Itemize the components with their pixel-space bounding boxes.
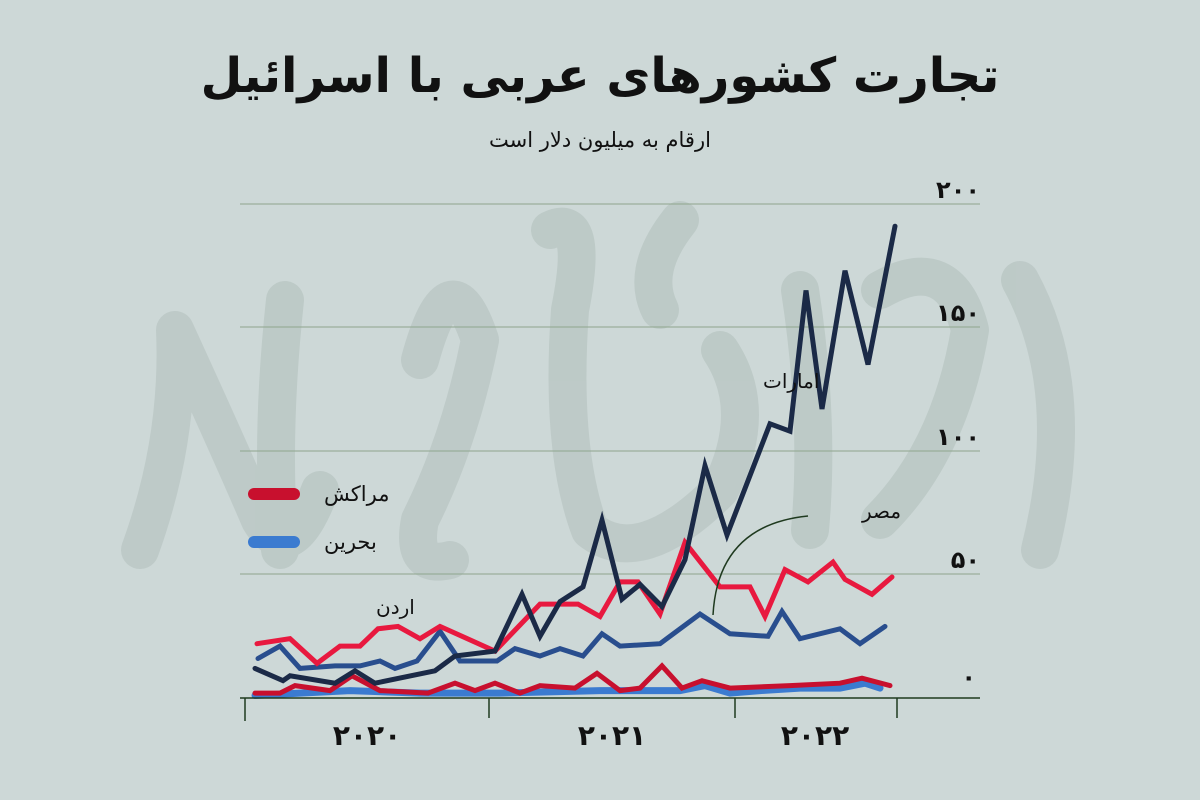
series-line-egypt: [254, 537, 895, 667]
y-tick-200: ۲۰۰: [936, 176, 980, 204]
label-jordan: اردن: [376, 595, 415, 619]
legend-swatch-morocco: [248, 488, 300, 500]
y-tick-50: ۵۰: [951, 546, 980, 574]
y-tick-0: ۰: [961, 663, 976, 691]
legend-label: بحرین: [324, 530, 377, 554]
series-line-jordan: [255, 606, 888, 672]
y-tick-100: ۱۰۰: [936, 423, 980, 451]
y-tick-150: ۱۵۰: [936, 299, 980, 327]
x-axis: [240, 697, 980, 721]
series-lines: [251, 223, 898, 699]
legend-swatch-bahrain: [248, 536, 300, 548]
x-tick-2022: ۲۰۲۲: [781, 719, 849, 752]
series-line-uae: [252, 223, 898, 686]
egypt-leader-line: [712, 515, 809, 616]
legend-item-morocco: مراکش: [248, 470, 408, 518]
x-tick-2021: ۲۰۲۱: [578, 719, 646, 752]
y-axis: ۲۰۰ ۱۵۰ ۱۰۰ ۵۰ ۰: [936, 176, 980, 691]
x-tick-2020: ۲۰۲۰: [333, 719, 401, 752]
label-uae: امارات: [763, 369, 819, 393]
chart-subtitle: ارقام به میلیون دلار است: [489, 128, 711, 152]
series-line-bahrain: [251, 679, 884, 699]
series-line-morocco: [252, 662, 893, 696]
legend: مراکش بحرین: [248, 470, 408, 566]
legend-item-bahrain: بحرین: [248, 518, 408, 566]
legend-label: مراکش: [324, 482, 390, 506]
chart-title: تجارت کشورهای عربی با اسرائیل: [200, 48, 1001, 104]
label-egypt: مصر: [861, 499, 901, 523]
